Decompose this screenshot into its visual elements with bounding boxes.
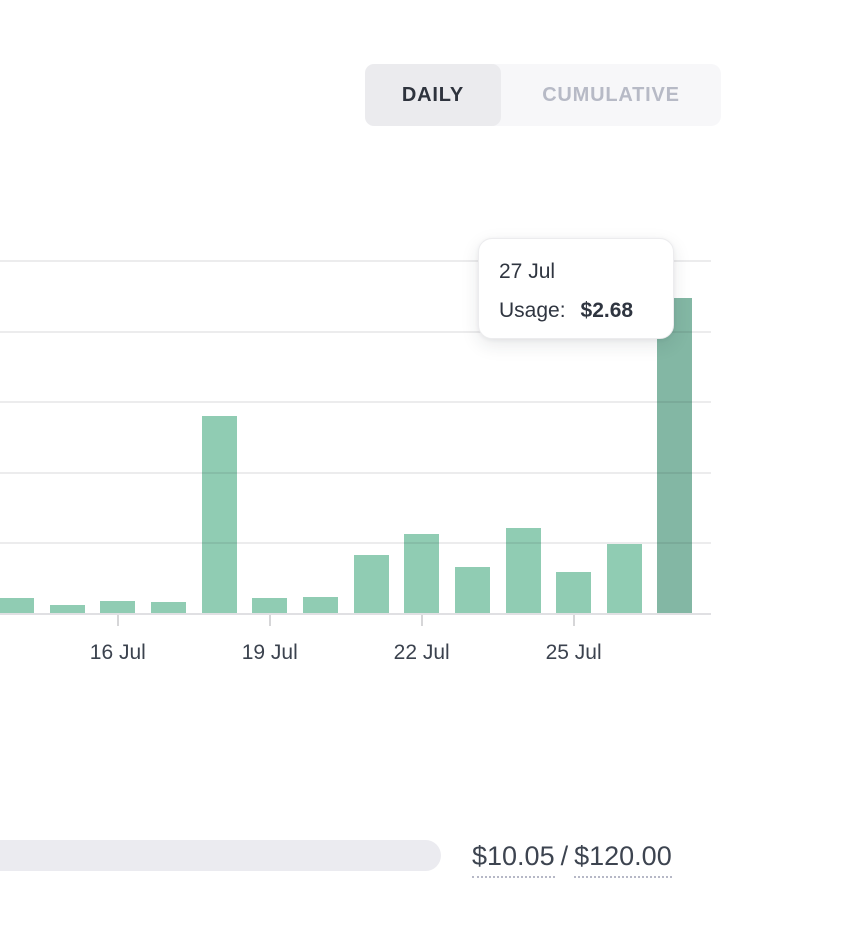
x-axis-tick (116, 615, 119, 626)
x-axis-label: 22 Jul (393, 641, 450, 664)
bar-27-jul[interactable] (657, 298, 693, 613)
x-axis-label: 16 Jul (89, 641, 146, 664)
bar-19-jul[interactable] (252, 598, 288, 613)
bar-18-jul[interactable] (201, 416, 237, 613)
current-usage-amount[interactable]: $10.05 (472, 841, 555, 878)
usage-bar-chart: 16 Jul 19 Jul 22 Jul 25 Jul 27 Jul Usage: $2… (0, 238, 711, 664)
chart-mode-toggle: DAILY CUMULATIVE (365, 64, 721, 126)
bar-23-jul[interactable] (454, 567, 490, 613)
gridline (0, 542, 711, 545)
usage-progress-track (0, 840, 441, 871)
tab-cumulative[interactable]: CUMULATIVE (501, 64, 721, 126)
bar-16-jul[interactable] (100, 601, 136, 613)
usage-limit-amount[interactable]: $120.00 (574, 841, 672, 878)
bar-24-jul[interactable] (505, 528, 541, 613)
tooltip-usage-label: Usage: (499, 299, 566, 322)
x-axis-tick (268, 615, 271, 626)
bar-26-jul[interactable] (606, 544, 642, 613)
usage-separator: / (560, 841, 569, 871)
bar-25-jul[interactable] (556, 572, 592, 613)
x-axis-tick (420, 615, 423, 626)
bar-17-jul[interactable] (150, 602, 186, 613)
gridline (0, 401, 711, 404)
bar-15-jul[interactable] (49, 605, 85, 613)
x-axis-label: 25 Jul (545, 641, 602, 664)
tooltip-usage-row: Usage: $2.68 (499, 295, 653, 326)
x-axis-tick (572, 615, 575, 626)
x-axis-label: 19 Jul (241, 641, 298, 664)
tooltip-usage-value: $2.68 (580, 299, 634, 322)
chart-tooltip: 27 Jul Usage: $2.68 (478, 238, 674, 339)
tab-daily[interactable]: DAILY (365, 64, 501, 126)
bar-14-jul[interactable] (0, 598, 34, 613)
bar-20-jul[interactable] (302, 597, 338, 613)
usage-total: $10.05/$120.00 (472, 841, 672, 878)
tooltip-date: 27 Jul (499, 260, 556, 283)
x-axis-line (0, 613, 711, 615)
gridline (0, 471, 711, 474)
bar-22-jul[interactable] (404, 534, 440, 613)
bar-21-jul[interactable] (353, 555, 389, 613)
